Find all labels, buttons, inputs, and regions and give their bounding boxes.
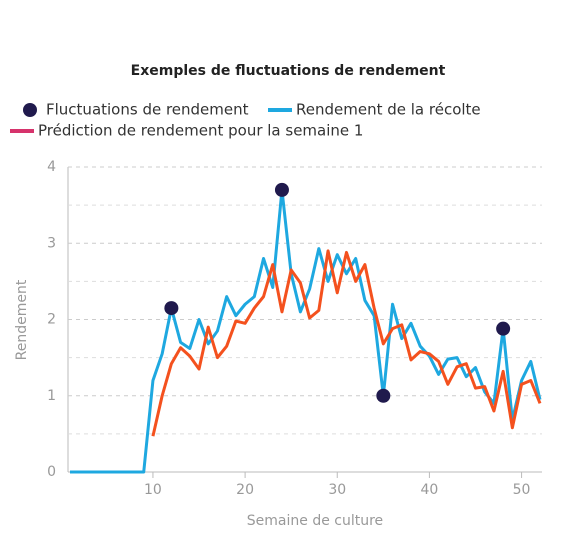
data-line [151,249,542,437]
x-tick-label: 10 [144,482,162,498]
data-line [70,188,542,474]
legend-swatch [23,103,37,117]
legend-label: Fluctuations de rendement [46,101,249,119]
chart-title: Exemples de fluctuations de rendement [131,63,446,79]
x-tick-label: 40 [420,482,438,498]
data-point [274,182,289,197]
x-tick-label: 20 [236,482,254,498]
data-point [164,301,179,316]
x-tick-label: 30 [328,482,346,498]
x-axis-label: Semaine de culture [247,513,383,529]
legend-label: Prédiction de rendement pour la semaine … [38,122,363,140]
y-axis-label: Rendement [14,279,30,360]
y-tick-label: 2 [47,312,56,328]
legend-label: Rendement de la récolte [296,101,481,119]
x-tick-label: 50 [513,482,531,498]
y-tick-label: 4 [47,159,56,175]
data-point [376,388,391,403]
data-point [496,321,511,336]
y-tick-label: 0 [47,464,56,480]
y-tick-label: 3 [47,235,56,251]
y-tick-label: 1 [47,388,56,404]
